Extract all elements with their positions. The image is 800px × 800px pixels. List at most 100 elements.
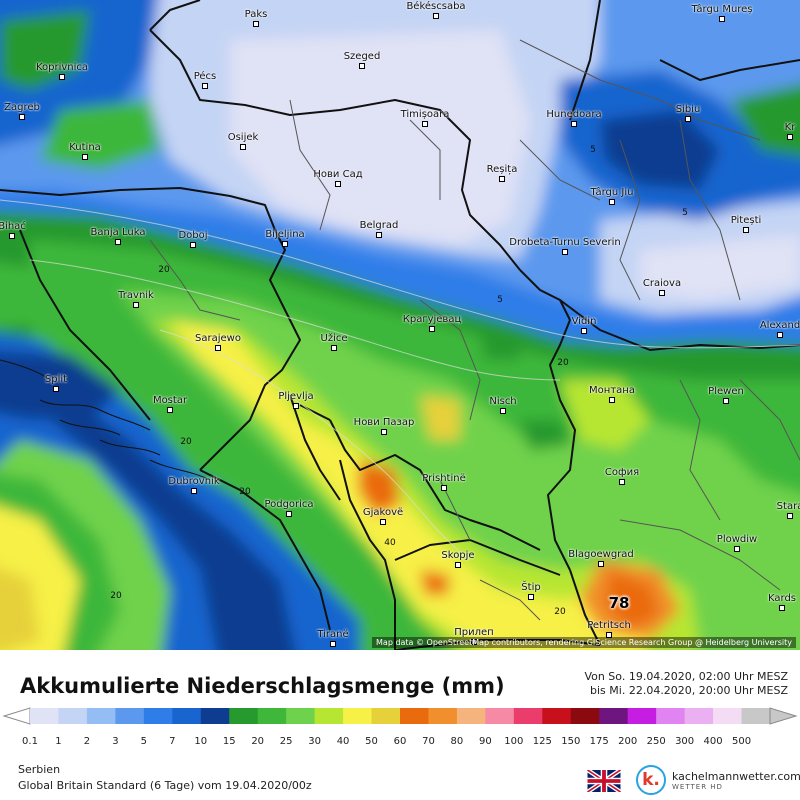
brand-name[interactable]: kachelmannwetter.com [672,770,800,783]
kachelmann-logo-icon[interactable]: k. [636,765,666,795]
city-marker [167,407,173,413]
legend-swatch [229,708,259,724]
legend-swatch [570,708,600,724]
city-label: Нови Пазар [353,417,415,428]
city-marker [659,290,665,296]
model-label: Global Britain Standard (6 Tage) vom 19.… [18,779,312,792]
legend-swatch [172,708,202,724]
city-marker [433,13,439,19]
legend-swatch [599,708,629,724]
legend-swatch [684,708,714,724]
uk-flag-icon[interactable] [587,770,621,792]
chart-title: Akkumulierte Niederschlagsmenge (mm) [20,674,505,698]
city-marker [743,227,749,233]
city-marker [455,562,461,568]
city-label: Osijek [227,132,259,143]
city-label: Pljevlja [278,391,314,402]
city-label: Pitești [730,215,762,226]
city-marker [787,513,793,519]
city-label: Podgorica [264,499,314,510]
city-marker [499,176,505,182]
legend-swatch [257,708,287,724]
city-label: Prishtinë [422,473,466,484]
city-label: Szeged [343,51,381,62]
city-marker [9,233,15,239]
city-label: Sibiu [675,104,701,115]
city-label: Alexand [759,320,800,331]
precipitation-map: Paks Békéscsaba Târgu Mureș Koprivnica Pécs S… [0,0,800,650]
city-label: Монтана [589,385,635,396]
legend-swatch [627,708,657,724]
city-marker [380,519,386,525]
legend-tick-label: 70 [422,736,435,747]
legend-tick-label: 60 [393,736,407,747]
city-marker [335,181,341,187]
legend-tick-label: 50 [365,736,378,747]
city-marker [500,408,506,414]
city-label: Split [44,374,68,385]
city-label: Kr [784,122,796,133]
city-label: Tiranë [317,629,349,640]
city-marker [59,74,65,80]
city-marker [777,332,783,338]
city-marker [619,479,625,485]
contour-label: 40 [384,538,396,548]
city-marker [115,239,121,245]
city-marker [190,242,196,248]
legend-tick-label: 30 [308,736,321,747]
max-value-label: 78 [608,594,630,612]
contour-label: 20 [557,358,569,368]
city-label: Blagoewgrad [568,549,634,560]
legend-swatch [314,708,344,724]
legend-tick-label: 5 [140,736,148,747]
city-marker [685,116,691,122]
legend-swatch [428,708,458,724]
city-marker [331,345,337,351]
legend-tick-label: 250 [646,736,666,747]
legend-tick-label: 125 [532,736,552,747]
legend-swatch [400,708,429,724]
city-label: Târgu Mureș [691,4,753,15]
legend-tick-label: 500 [731,736,752,747]
city-label: Bihać [0,221,26,232]
city-label: София [604,467,640,478]
legend-tick-label: 80 [450,736,464,747]
contour-label: 20 [180,437,192,447]
regional-borders [149,39,800,621]
city-label: Skopje [441,550,475,561]
city-marker [376,232,382,238]
precip-field [0,0,800,650]
city-label: Banja Luka [90,227,146,238]
city-label: Mostar [152,395,188,406]
legend-swatch [485,708,515,724]
legend-swatch [143,708,173,724]
city-marker [381,429,387,435]
city-label: Belgrad [359,220,399,231]
city-marker [581,328,587,334]
legend-swatch [713,708,743,724]
contour-label: 20 [110,591,122,601]
city-label: Doboj [178,230,208,241]
city-marker [53,386,59,392]
city-marker [719,16,725,22]
city-label: Kards [767,593,797,604]
city-label: Pécs [193,71,217,82]
city-label: Drobeta-Turnu Severin [509,237,621,248]
city-marker [598,561,604,567]
contour-label: 5 [497,295,503,305]
city-label: Travnik [118,290,154,301]
city-label: Reșița [486,164,518,175]
legend-tick-label: 150 [561,736,581,747]
city-marker [441,485,447,491]
legend-tick-label: 100 [504,736,524,747]
contour-label: 20 [239,487,251,497]
legend-swatch [343,708,373,724]
city-label: Plowdiw [716,534,758,545]
legend-swatch [115,708,145,724]
city-marker [282,241,288,247]
legend-swatch [30,708,59,724]
contour-label: 20 [554,607,566,617]
city-label: Нови Сад [313,169,363,180]
city-label: Békéscsaba [406,1,466,12]
city-marker [191,488,197,494]
